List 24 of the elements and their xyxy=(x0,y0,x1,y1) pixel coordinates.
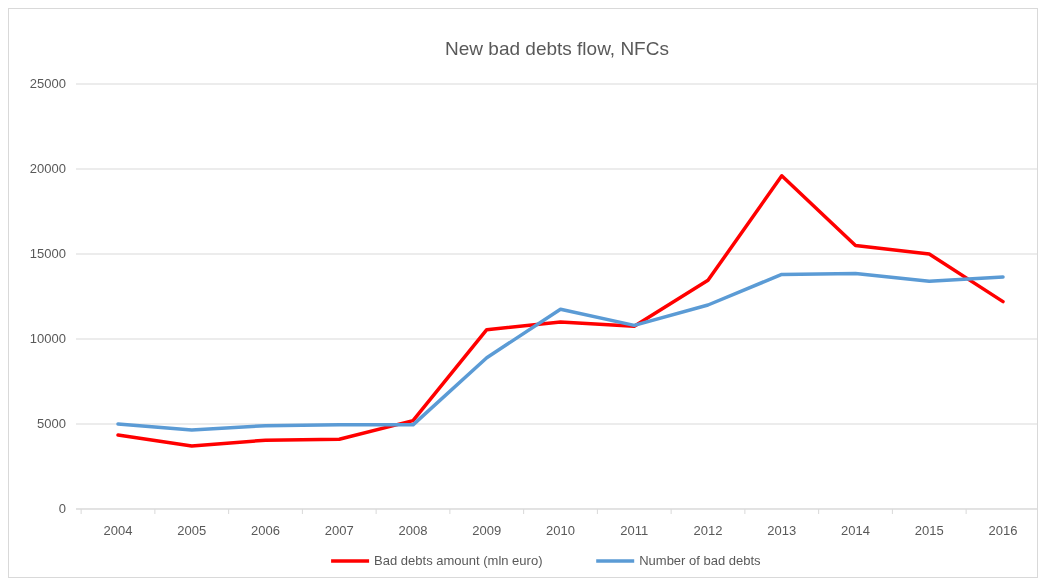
x-tick-label: 2013 xyxy=(767,523,797,538)
y-tick-label: 5000 xyxy=(37,416,66,431)
x-tick-label: 2010 xyxy=(546,523,575,538)
y-tick-label: 0 xyxy=(58,501,66,516)
chart-title: New bad debts flow, NFCs xyxy=(445,38,669,59)
x-tick-label: 2015 xyxy=(914,523,944,538)
x-tick-label: 2011 xyxy=(620,523,649,538)
x-tick-label: 2012 xyxy=(693,523,723,538)
line-series xyxy=(116,271,1005,432)
y-tick-label: 10000 xyxy=(29,331,66,346)
y-tick-label: 15000 xyxy=(29,246,66,261)
x-tick-label: 2005 xyxy=(177,523,207,538)
x-tick-label: 2009 xyxy=(472,523,502,538)
x-tick-label: 2008 xyxy=(398,523,428,538)
x-tick-label: 2014 xyxy=(841,523,870,538)
line-series xyxy=(116,174,1005,448)
x-tick-label: 2006 xyxy=(251,523,280,538)
legend-label: Number of bad debts xyxy=(639,553,762,568)
x-tick-label: 2007 xyxy=(324,523,354,538)
y-tick-label: 25000 xyxy=(29,76,66,91)
legend-label: Bad debts amount (mln euro) xyxy=(374,553,543,568)
x-tick-label: 2016 xyxy=(988,523,1018,538)
y-tick-label: 20000 xyxy=(29,161,66,176)
x-tick-label: 2004 xyxy=(103,523,133,538)
